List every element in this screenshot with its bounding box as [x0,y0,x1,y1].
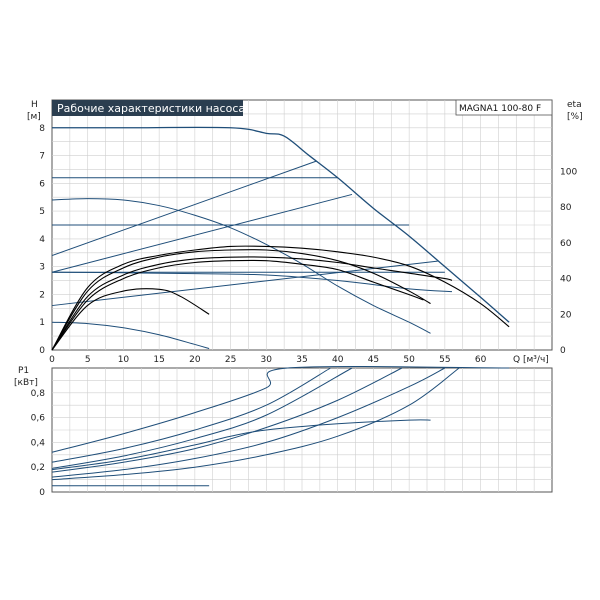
power-tick-label: 0 [39,488,45,498]
y2-tick-label: 0 [560,346,566,356]
power-axis-label: P1 [18,366,29,376]
chart-title-box [52,100,243,116]
power-tick-label: 0,6 [31,414,46,424]
head-curve-7 [51,260,438,307]
x-tick-label: 35 [296,355,307,365]
x-tick-label: 10 [118,355,130,365]
x-tick-label: 40 [332,355,344,365]
x-axis-label: Q [513,355,520,365]
x-tick-label: 5 [85,355,91,365]
efficiency-curve-2 [51,249,431,351]
head-curve-5 [51,160,317,257]
y-tick-label: 4 [39,235,45,245]
power-curve-7 [51,419,431,471]
y-tick-label: 8 [39,124,45,134]
efficiency-curve-4 [51,259,424,351]
y2-axis-unit: [%] [567,112,583,122]
y2-tick-label: 60 [560,239,572,249]
y-axis-unit: [м] [27,112,41,122]
power-curve-5 [51,367,446,478]
efficiency-curves [51,245,510,351]
x-tick-label: 30 [261,355,273,365]
y2-tick-label: 100 [560,167,577,177]
power-curve-4 [51,367,403,473]
model-label: MAGNA1 100-80 F [459,104,541,114]
head-curve-9 [51,321,210,350]
x-tick-label: 15 [153,355,164,365]
head-curve-6 [51,193,353,273]
x-tick-label: 55 [439,355,450,365]
head-curve-8 [51,198,431,334]
y2-tick-label: 80 [560,203,572,213]
efficiency-curve-3 [51,256,453,351]
x-axis-unit: [м³/ч] [523,355,549,365]
chart-title: Рабочие характеристики насоса [57,102,245,115]
x-tick-label: 0 [49,355,55,365]
efficiency-curve-1 [51,245,510,351]
power-curve-2 [51,367,331,463]
y-tick-label: 2 [39,290,45,300]
x-tick-label: 50 [403,355,415,365]
head-curve-10 [51,271,453,293]
model-box [455,99,553,116]
x-tick-label: 60 [475,355,487,365]
power-curves [51,366,510,487]
y-tick-label: 0 [39,346,45,356]
x-tick-label: 25 [225,355,236,365]
power-curve-6 [51,367,460,481]
power-curve-3 [51,367,353,469]
power-axis-unit: [кВт] [14,378,38,388]
power-tick-label: 0,2 [31,463,45,473]
efficiency-curve-5 [51,288,210,351]
y-tick-label: 6 [39,179,45,189]
x-tick-label: 45 [368,355,379,365]
power-ticks: 0 0,2 0,4 0,6 0,8 [31,389,46,498]
y2-tick-label: 40 [560,275,572,285]
power-tick-label: 0,4 [31,438,46,448]
y-tick-label: 7 [39,152,45,162]
y-tick-label: 5 [39,207,45,217]
head-ticks: 0 5 10 15 20 25 30 35 40 45 50 55 600123456780204060… [39,124,577,365]
y-axis-label: H [31,100,38,110]
y2-tick-label: 20 [560,310,572,320]
power-tick-label: 0,8 [31,389,46,399]
y2-axis-label: eta [567,100,582,110]
x-tick-label: 20 [189,355,201,365]
power-curve-1 [51,366,510,453]
head-curve-1 [52,126,510,323]
y-tick-label: 1 [39,318,45,328]
y-tick-label: 3 [39,263,45,273]
